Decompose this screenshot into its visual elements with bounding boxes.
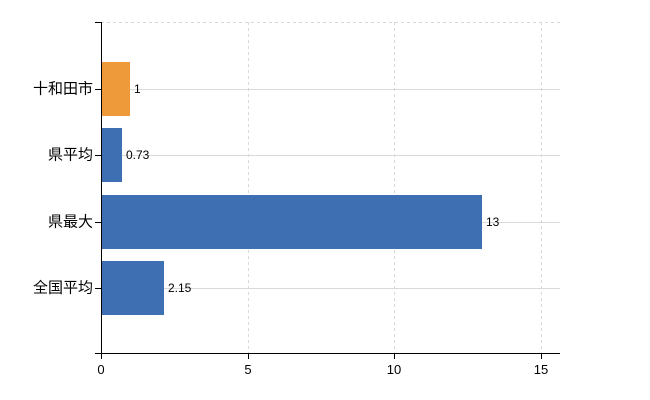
x-axis-tick-label: 10: [386, 362, 402, 377]
x-axis-tick: [101, 353, 102, 359]
y-axis-tick: [95, 222, 101, 223]
bar-value-label: 2.15: [168, 281, 192, 295]
category-label: 全国平均: [32, 279, 93, 297]
y-axis-tick: [95, 89, 101, 90]
vertical-gridline: [541, 22, 542, 353]
category-label: 県平均: [47, 146, 93, 164]
x-axis-tick-label: 5: [244, 362, 252, 377]
x-axis-tick-label: 0: [97, 362, 105, 377]
category-label: 県最大: [47, 213, 93, 231]
y-axis-tick: [95, 288, 101, 289]
x-axis: [95, 353, 560, 354]
x-axis-tick: [541, 353, 542, 359]
y-axis-tick: [95, 155, 101, 156]
horizontal-gridline: [101, 89, 560, 90]
x-axis-tick-label: 15: [533, 362, 549, 377]
bar-value-label: 0.73: [126, 148, 150, 162]
plot-top-border: [101, 22, 560, 23]
horizontal-gridline: [101, 288, 560, 289]
vertical-gridline: [394, 22, 395, 353]
y-axis: [101, 22, 102, 354]
bar-value-label: 13: [486, 215, 500, 229]
x-axis-tick: [248, 353, 249, 359]
vertical-gridline: [248, 22, 249, 353]
x-axis-tick: [394, 353, 395, 359]
bar-2: [102, 195, 482, 249]
bar-3: [102, 261, 164, 315]
bar-0: [102, 62, 130, 116]
horizontal-gridline: [101, 155, 560, 156]
bar-value-label: 1: [134, 82, 141, 96]
y-axis-top-cap: [95, 22, 101, 23]
bar-1: [102, 128, 122, 182]
category-label: 十和田市: [32, 80, 93, 98]
